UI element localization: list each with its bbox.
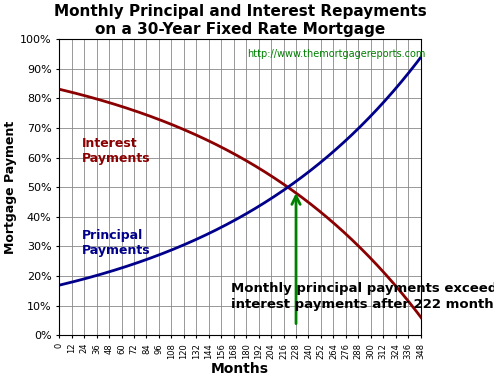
Text: Principal
Payments: Principal Payments — [82, 229, 151, 256]
Title: Monthly Principal and Interest Repayments
on a 30-Year Fixed Rate Mortgage: Monthly Principal and Interest Repayment… — [53, 4, 426, 36]
Text: Monthly principal payments exceed
interest payments after 222 months: Monthly principal payments exceed intere… — [231, 282, 494, 311]
Y-axis label: Mortgage Payment: Mortgage Payment — [4, 120, 17, 254]
Text: Interest
Payments: Interest Payments — [82, 137, 151, 165]
Text: http://www.themortgagereports.com: http://www.themortgagereports.com — [247, 49, 425, 60]
X-axis label: Months: Months — [211, 362, 269, 376]
